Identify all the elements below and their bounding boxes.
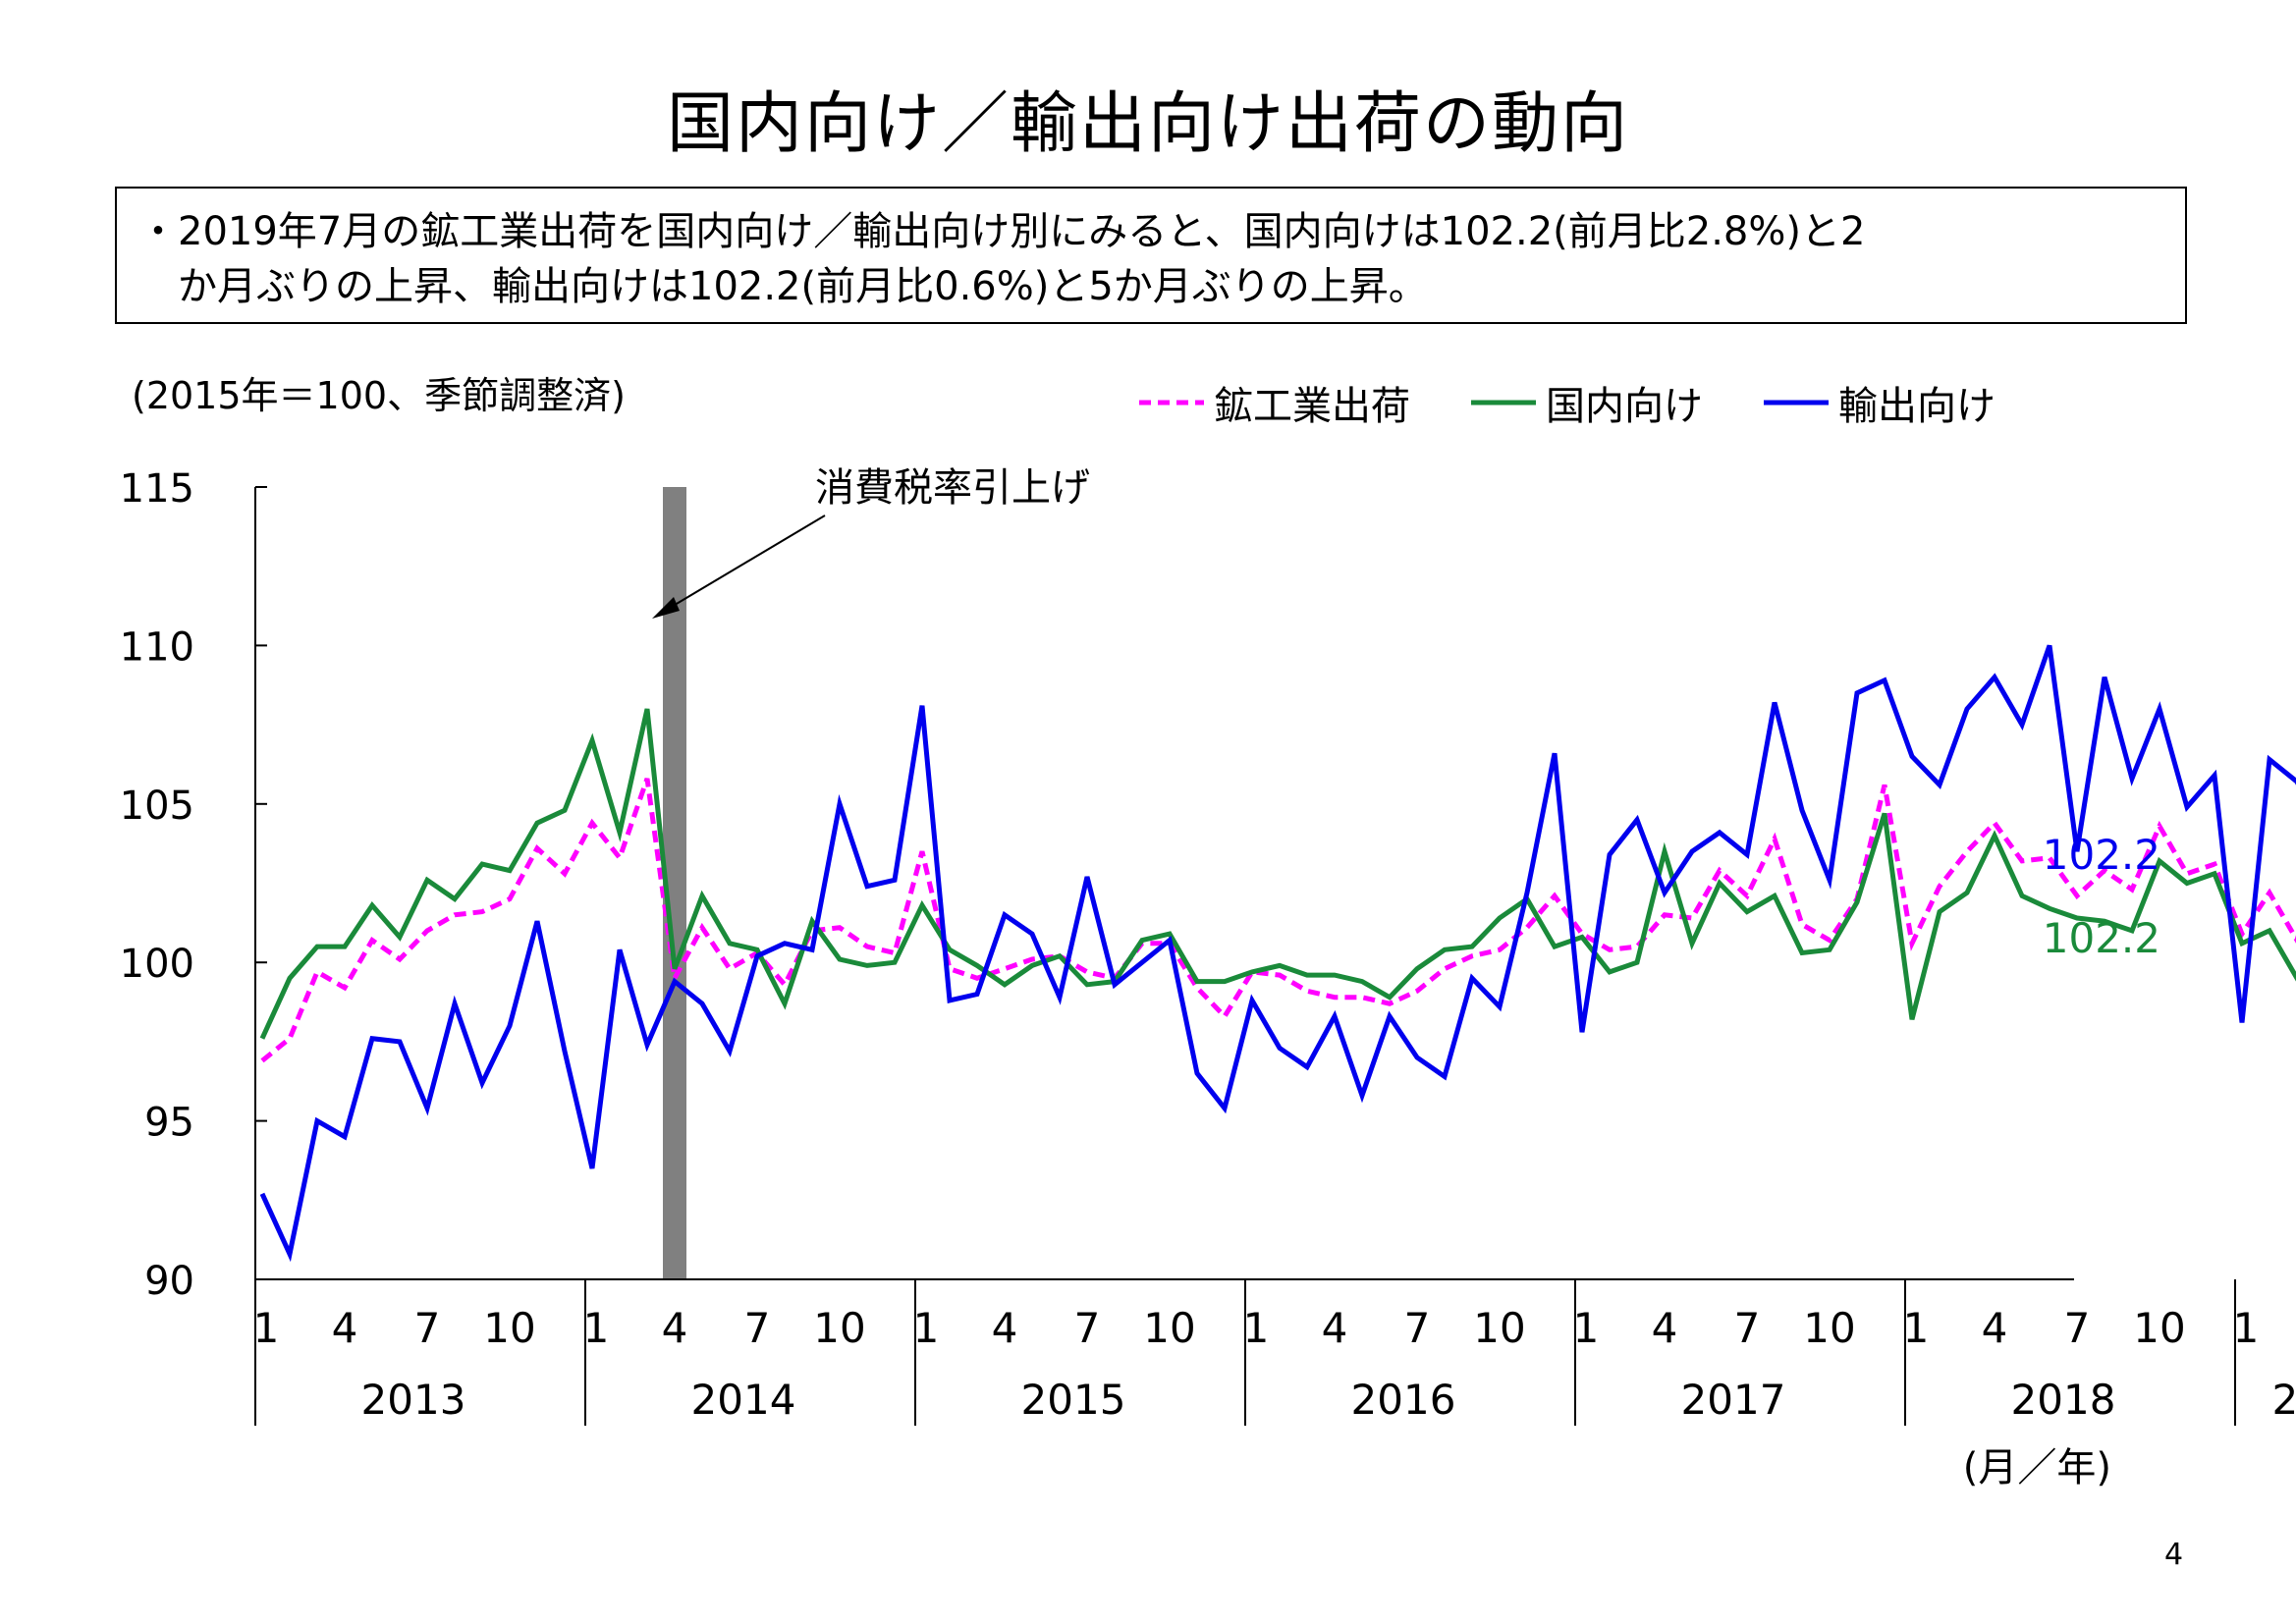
x-year-label: 2018	[2011, 1376, 2116, 1424]
x-month-label: 1	[253, 1304, 280, 1352]
x-month-label: 7	[2064, 1304, 2091, 1352]
x-month-label: 10	[813, 1304, 865, 1352]
y-tick-label: 90	[144, 1259, 194, 1304]
legend: 鉱工業出荷 国内向け 輸出向け	[1137, 378, 2054, 429]
page-number: 4	[2164, 1538, 2184, 1572]
series-line-export	[259, 644, 2296, 1263]
y-tick-label: 115	[120, 466, 194, 512]
x-year-label: 2014	[691, 1376, 796, 1424]
series-line-domestic	[259, 708, 2296, 1040]
page-title: 国内向け／輸出向け出荷の動向	[666, 85, 1629, 163]
y-tick-label: 110	[120, 624, 194, 670]
legend-label-domestic: 国内向け	[1546, 384, 1703, 429]
x-month-label: 4	[1322, 1304, 1348, 1352]
legend-item-export: 輸出向け	[1762, 374, 1995, 431]
domestic-end-label: 102.2	[2043, 914, 2160, 962]
annotation-label: 消費税率引上げ	[815, 465, 1090, 511]
x-month-label: 7	[1404, 1304, 1431, 1352]
x-month-label: 1	[583, 1304, 610, 1352]
x-month-label: 10	[1143, 1304, 1195, 1352]
annotation-arrow-head	[652, 597, 680, 619]
summary-line-2: か月ぶりの上昇、輸出向けは102.2(前月比0.6%)と5か月ぶりの上昇。	[178, 264, 1428, 309]
x-month-label: 10	[1803, 1304, 1855, 1352]
x-month-label: 10	[483, 1304, 535, 1352]
annotation-arrow-line	[659, 514, 826, 615]
x-month-label: 4	[992, 1304, 1018, 1352]
x-month-label: 7	[414, 1304, 441, 1352]
y-tick-label: 105	[120, 784, 194, 829]
x-month-label: 7	[1734, 1304, 1761, 1352]
x-year-label: 2017	[1681, 1376, 1786, 1424]
summary-box: ・2019年7月の鉱工業出荷を国内向け／輸出向け別にみると、国内向けは102.2…	[115, 187, 2187, 324]
y-tick-label: 100	[120, 942, 194, 987]
x-month-label: 4	[662, 1304, 688, 1352]
x-month-label: 1	[1243, 1304, 1270, 1352]
legend-swatch-domestic	[1471, 400, 1536, 406]
x-year-label: 2013	[361, 1376, 466, 1424]
series-line-total	[260, 778, 2296, 1063]
x-month-label: 1	[1903, 1304, 1930, 1352]
legend-label-export: 輸出向け	[1838, 384, 1995, 429]
y-tick-label: 95	[144, 1101, 194, 1146]
unit-note: (2015年＝100、季節調整済)	[132, 374, 626, 417]
legend-swatch-total	[1139, 400, 1204, 406]
x-month-label: 4	[332, 1304, 358, 1352]
x-year-label: 2015	[1021, 1376, 1126, 1424]
legend-item-total: 鉱工業出荷	[1137, 374, 1410, 431]
x-month-label: 10	[1473, 1304, 1525, 1352]
x-month-label: 1	[913, 1304, 940, 1352]
x-month-label: 1	[1573, 1304, 1600, 1352]
x-month-label: 7	[744, 1304, 771, 1352]
x-unit-label: (月／年)	[1963, 1445, 2111, 1490]
legend-label-total: 鉱工業出荷	[1214, 384, 1410, 429]
x-month-label: 4	[1982, 1304, 2008, 1352]
export-end-label: 102.2	[2043, 831, 2160, 879]
x-year-label: 2016	[1351, 1376, 1456, 1424]
legend-item-domestic: 国内向け	[1469, 374, 1703, 431]
x-month-label: 10	[2133, 1304, 2185, 1352]
x-month-label: 1	[2233, 1304, 2260, 1352]
x-year-label: 2019	[2272, 1376, 2296, 1424]
x-month-label: 4	[1652, 1304, 1678, 1352]
summary-line-1: ・2019年7月の鉱工業出荷を国内向け／輸出向け別にみると、国内向けは102.2…	[138, 209, 1866, 254]
x-month-label: 7	[1074, 1304, 1101, 1352]
legend-swatch-export	[1764, 400, 1829, 406]
